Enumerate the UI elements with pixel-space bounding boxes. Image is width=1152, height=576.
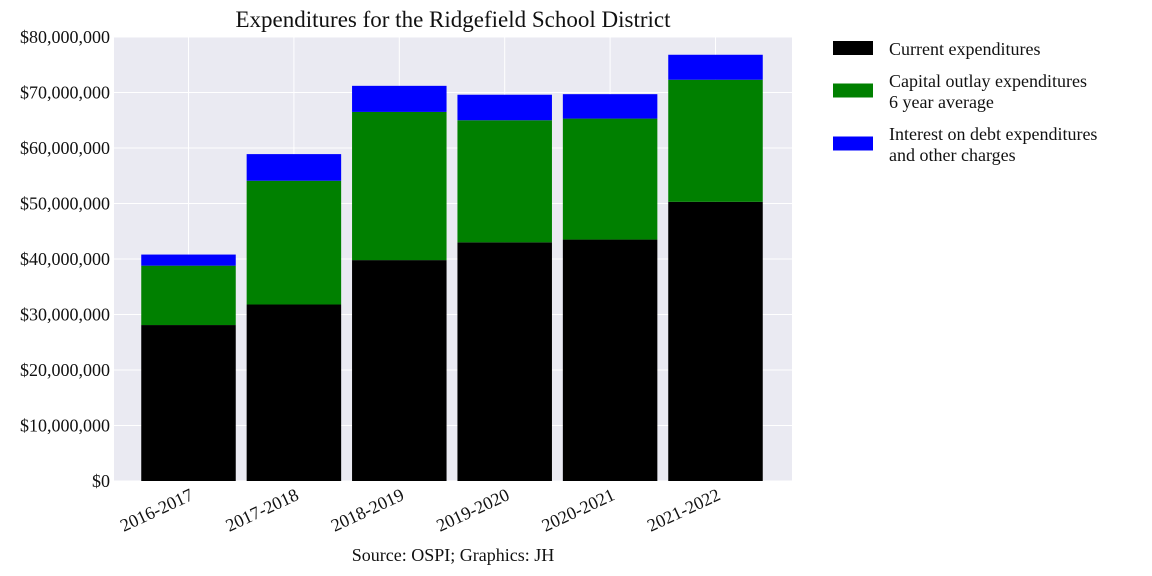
legend: Current expenditures Capital outlay expen… <box>833 39 1097 165</box>
bar-segment <box>562 94 658 119</box>
bar-segment <box>141 325 236 481</box>
y-tick-label: $80,000,000 <box>20 27 110 47</box>
y-tick-label: $60,000,000 <box>20 138 110 158</box>
y-tick-label: $0 <box>92 471 110 491</box>
bar-segment <box>141 265 236 326</box>
y-tick-label: $40,000,000 <box>20 249 110 269</box>
chart-title: Expenditures for the Ridgefield School D… <box>236 7 672 32</box>
bar-segment <box>668 201 763 481</box>
legend-label: Current expenditures <box>889 39 1040 59</box>
legend-swatch <box>833 136 873 151</box>
bar-segment <box>562 118 658 240</box>
bar-segment <box>562 239 658 481</box>
bar-segment <box>246 304 342 481</box>
bar-segment <box>246 180 342 305</box>
y-tick-label: $30,000,000 <box>20 305 110 325</box>
x-tick-label: 2021-2022 <box>644 484 723 535</box>
y-tick-label: $10,000,000 <box>20 416 110 436</box>
y-tick-label: $50,000,000 <box>20 194 110 214</box>
y-tick-label: $70,000,000 <box>20 83 110 103</box>
x-tick-label: 2018-2019 <box>328 484 407 535</box>
y-tick-label: $20,000,000 <box>20 360 110 380</box>
x-tick-label: 2019-2020 <box>433 484 512 535</box>
y-axis: $0 $10,000,000 $20,000,000 $30,000,000 $40,0… <box>20 27 110 491</box>
x-tick-label: 2020-2021 <box>539 484 618 535</box>
legend-label: Interest on debt expenditures and other c… <box>889 124 1097 165</box>
bar-segment <box>668 79 763 202</box>
x-axis: 2016-2017 2017-2018 2018-2019 2019-2020 2020… <box>117 484 723 535</box>
bar-segment <box>352 260 447 481</box>
bar-segment <box>668 54 763 80</box>
bar-segment <box>457 120 552 243</box>
legend-swatch <box>833 83 873 98</box>
x-tick-label: 2017-2018 <box>222 484 301 535</box>
x-tick-label: 2016-2017 <box>117 484 196 535</box>
bar-segment <box>457 242 552 481</box>
bar-segment <box>352 111 447 261</box>
bar-segment <box>457 94 552 121</box>
source-caption: Source: OSPI; Graphics: JH <box>352 545 554 565</box>
bar-segment <box>352 85 447 112</box>
bar-segment <box>246 154 342 181</box>
bar-segment <box>141 254 236 266</box>
bars <box>141 54 763 481</box>
legend-swatch <box>833 41 873 55</box>
legend-label: Capital outlay expenditures 6 year averag… <box>889 71 1087 112</box>
